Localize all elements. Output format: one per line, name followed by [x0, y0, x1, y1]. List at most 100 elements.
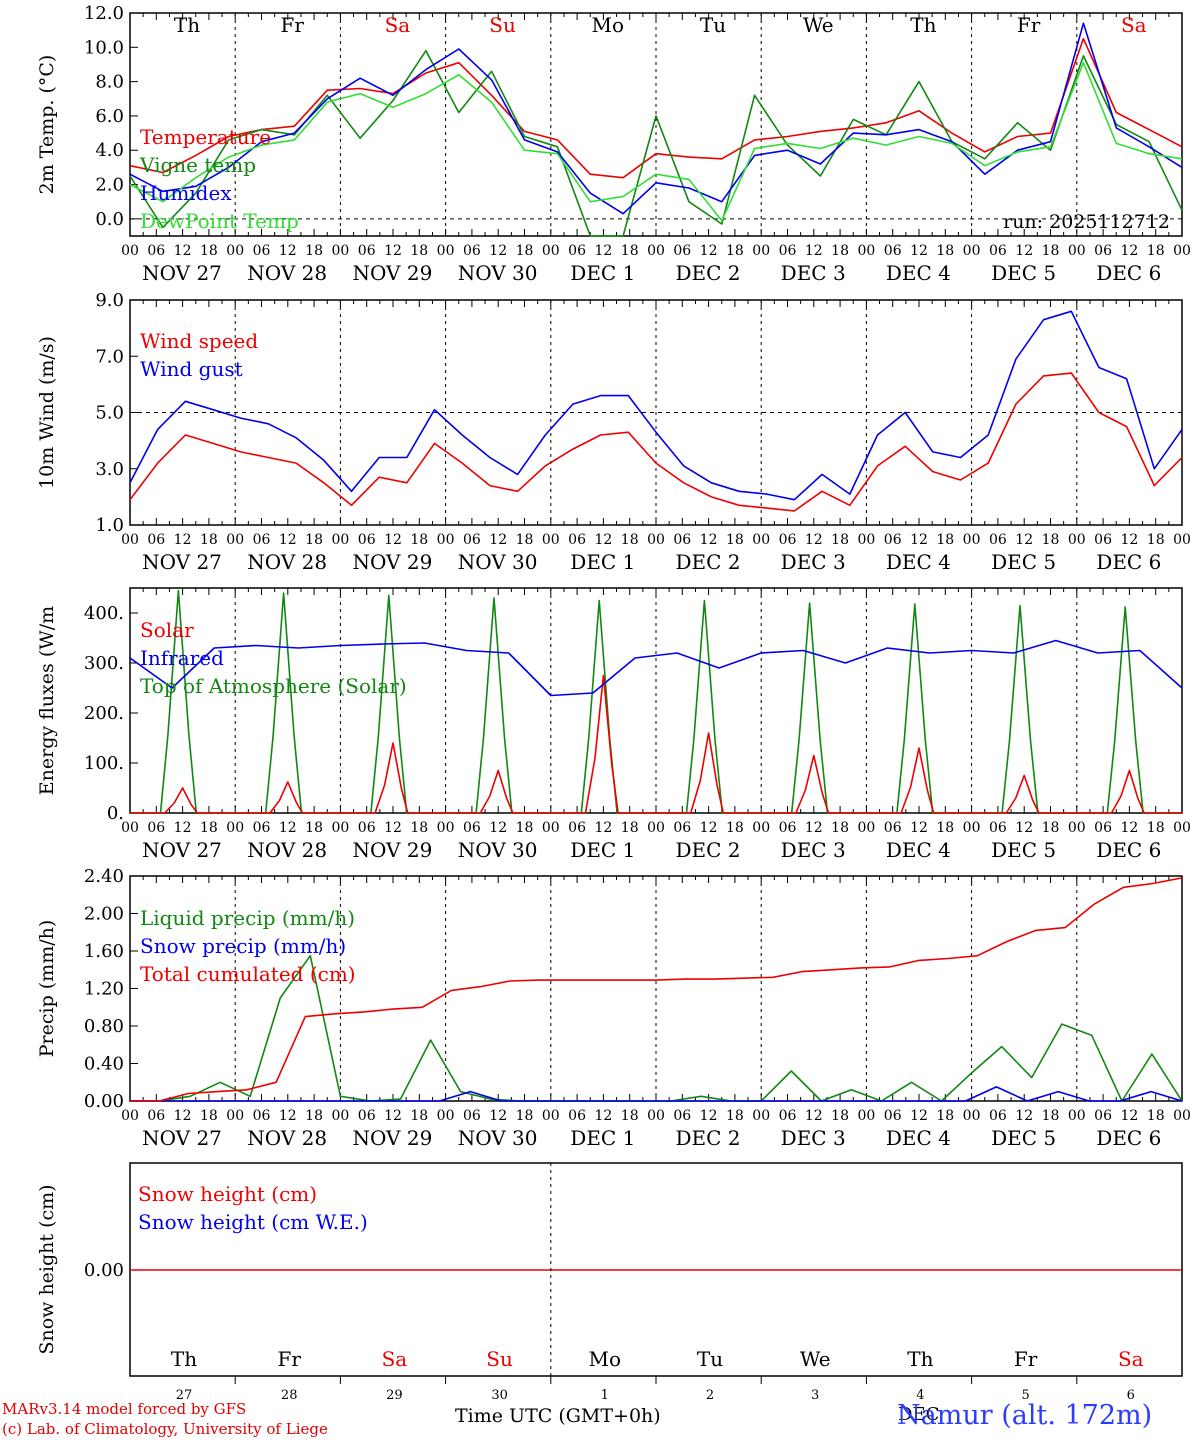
weekday-label: Sa: [1121, 13, 1147, 37]
hour-tick-label: 06: [147, 1108, 165, 1124]
date-label: NOV 30: [458, 1126, 538, 1150]
y-tick-label: 3.0: [95, 459, 124, 480]
hour-tick-label: 18: [305, 820, 323, 836]
date-label: DEC 1: [570, 550, 635, 574]
date-label: DEC 5: [991, 838, 1056, 862]
date-label: DEC 3: [781, 261, 846, 285]
y-tick-label: 0.80: [84, 1016, 124, 1037]
y-tick-label: 4.0: [95, 140, 124, 161]
hour-tick-label: 18: [1042, 820, 1060, 836]
hour-tick-label: 18: [516, 243, 534, 259]
hour-tick-label: 00: [226, 820, 244, 836]
date-label: DEC 3: [781, 550, 846, 574]
weekday-label: Th: [910, 13, 936, 37]
toa-solar-day: [445, 597, 551, 814]
y-tick-label: 300.: [84, 653, 124, 674]
hour-tick-label: 18: [621, 532, 639, 548]
hour-tick-label: 06: [673, 820, 691, 836]
y-tick-label: 0.00: [84, 1260, 124, 1281]
hour-tick-label: 06: [884, 532, 902, 548]
y-tick-label: 9.0: [95, 290, 124, 311]
hour-tick-label: 00: [1068, 820, 1086, 836]
hour-tick-label: 06: [779, 532, 797, 548]
y-axis-title: Precip (mm/h): [36, 920, 58, 1058]
weekday-label: Su: [489, 13, 516, 37]
x-axis-title: Time UTC (GMT+0h): [455, 1405, 661, 1427]
hour-tick-label: 00: [437, 820, 455, 836]
hour-tick-label: 18: [726, 243, 744, 259]
hour-tick-label: 00: [752, 243, 770, 259]
hour-tick-label: 12: [805, 1108, 823, 1124]
hour-tick-label: 06: [463, 532, 481, 548]
run-label: run: 2025112712: [1003, 211, 1170, 233]
hour-tick-label: 00: [963, 532, 981, 548]
y-tick-label: 2.00: [84, 904, 124, 925]
hour-tick-label: 00: [1173, 243, 1191, 259]
hour-tick-label: 00: [857, 1108, 875, 1124]
hour-tick-label: 00: [1173, 532, 1191, 548]
y-tick-label: 2.0: [95, 175, 124, 196]
day-number-label: 27: [176, 1388, 193, 1403]
weekday-label: Tu: [700, 13, 726, 37]
day-number-label: 2: [706, 1388, 714, 1403]
date-label: DEC 5: [991, 550, 1056, 574]
toa-solar-day: [340, 594, 446, 814]
weekday-label: Fr: [1017, 13, 1041, 37]
day-number-label: 1: [601, 1388, 609, 1403]
y-tick-label: 0.00: [84, 1091, 124, 1112]
hour-tick-label: 18: [936, 820, 954, 836]
hour-tick-label: 12: [805, 243, 823, 259]
date-label: DEC 6: [1096, 550, 1161, 574]
date-label: NOV 30: [458, 838, 538, 862]
toa-solar-day: [866, 603, 972, 814]
day-number-label: 3: [811, 1388, 819, 1403]
series-line-humidex: [129, 22, 1183, 215]
hour-tick-label: 06: [779, 820, 797, 836]
station-name: Namur (alt. 172m): [897, 1400, 1153, 1431]
series-line-wind-gust: [129, 310, 1183, 501]
hour-tick-label: 18: [410, 1108, 428, 1124]
hour-tick-label: 12: [174, 532, 192, 548]
hour-tick-label: 12: [1120, 1108, 1138, 1124]
day-number-label: 28: [281, 1388, 298, 1403]
hour-tick-label: 06: [884, 820, 902, 836]
y-axis-title: 2m Temp. (°C): [36, 55, 58, 195]
weekday-label: Mo: [592, 13, 625, 37]
day-number-label: 30: [491, 1388, 508, 1403]
legend-entry: Wind gust: [140, 357, 243, 381]
hour-tick-label: 18: [831, 1108, 849, 1124]
y-tick-label: 0.: [107, 803, 124, 824]
legend-entry: Vigne temp: [139, 153, 256, 177]
hour-tick-label: 06: [884, 243, 902, 259]
date-label: NOV 30: [458, 550, 538, 574]
legend-entry: DewPoint Temp: [140, 209, 299, 233]
hour-tick-label: 12: [700, 1108, 718, 1124]
hour-tick-label: 12: [1015, 1108, 1033, 1124]
hour-tick-label: 06: [989, 1108, 1007, 1124]
solar-day: [656, 732, 762, 814]
hour-tick-label: 18: [726, 820, 744, 836]
hour-tick-label: 12: [384, 1108, 402, 1124]
hour-tick-label: 06: [463, 243, 481, 259]
hour-tick-label: 12: [384, 243, 402, 259]
toa-solar-day: [971, 604, 1077, 814]
hour-tick-label: 00: [1173, 820, 1191, 836]
hour-tick-label: 12: [1015, 820, 1033, 836]
hour-tick-label: 00: [542, 243, 560, 259]
hour-tick-label: 00: [752, 1108, 770, 1124]
hour-tick-label: 18: [200, 1108, 218, 1124]
toa-solar-day: [656, 599, 762, 814]
hour-tick-label: 12: [910, 1108, 928, 1124]
hour-tick-label: 00: [1173, 1108, 1191, 1124]
hour-tick-label: 18: [305, 243, 323, 259]
y-tick-label: 10.0: [84, 37, 124, 58]
date-label: DEC 3: [781, 838, 846, 862]
date-label: DEC 4: [886, 1126, 951, 1150]
hour-tick-label: 06: [673, 243, 691, 259]
date-label: DEC 5: [991, 1126, 1056, 1150]
series-line-total-cumulated-cm-: [130, 877, 1183, 1102]
hour-tick-label: 06: [358, 532, 376, 548]
hour-tick-label: 18: [726, 1108, 744, 1124]
solar-day: [971, 774, 1077, 814]
